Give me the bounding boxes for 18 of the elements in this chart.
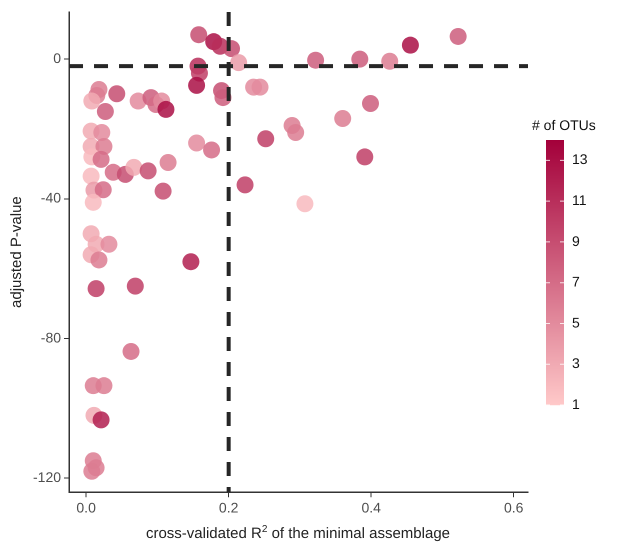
color-bar-label: 7 — [572, 274, 580, 290]
color-bar-label: 11 — [572, 192, 587, 208]
color-bar-label: 3 — [572, 355, 580, 372]
x-axis-title: cross-validated R$^{2}$ of the minimal assemblage — [144, 524, 452, 542]
x-tick-label: 0.6 — [504, 499, 524, 516]
color-bar-label: 5 — [572, 314, 580, 330]
y-tick-label: -120 — [32, 469, 62, 486]
color-bar-label: 9 — [572, 232, 580, 249]
y-tick-label: -40 — [40, 190, 62, 206]
y-tick-label: 0 — [53, 50, 62, 66]
x-tick-label: 0.4 — [361, 499, 382, 516]
y-tick-label: -80 — [40, 329, 62, 346]
x-tick-label: 0.2 — [218, 499, 239, 516]
color-bar-label: 1 — [572, 396, 580, 412]
y-axis-title: adjusted P-value — [8, 196, 26, 308]
color-bar-title: # of OTUs — [532, 117, 596, 133]
x-tick-label: 0.0 — [76, 499, 96, 516]
color-bar-label: 13 — [572, 151, 588, 168]
